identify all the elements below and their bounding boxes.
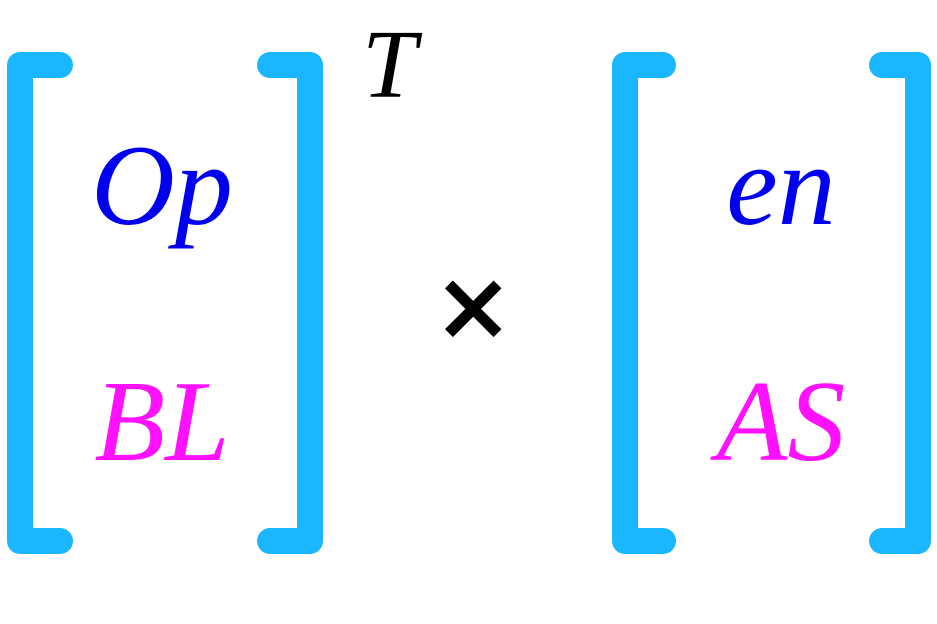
multiplication-operator: × xyxy=(433,250,514,362)
transpose-superscript: T xyxy=(362,11,417,119)
right-matrix-bottom-entry: AS xyxy=(716,358,846,486)
right-matrix-open-bracket xyxy=(612,52,676,554)
left-matrix-bottom-entry: BL xyxy=(94,358,230,486)
right-matrix-close-bracket xyxy=(869,52,931,554)
left-matrix-close-bracket xyxy=(257,52,323,554)
right-matrix-close-bracket-path xyxy=(869,52,931,554)
right-matrix-open-bracket-path xyxy=(612,52,676,554)
left-matrix-top-entry: Op xyxy=(91,122,233,250)
right-matrix-top-entry: en xyxy=(726,122,836,250)
left-matrix-close-bracket-path xyxy=(257,52,323,554)
left-matrix-open-bracket-path xyxy=(7,52,73,554)
left-matrix-open-bracket xyxy=(7,52,73,554)
